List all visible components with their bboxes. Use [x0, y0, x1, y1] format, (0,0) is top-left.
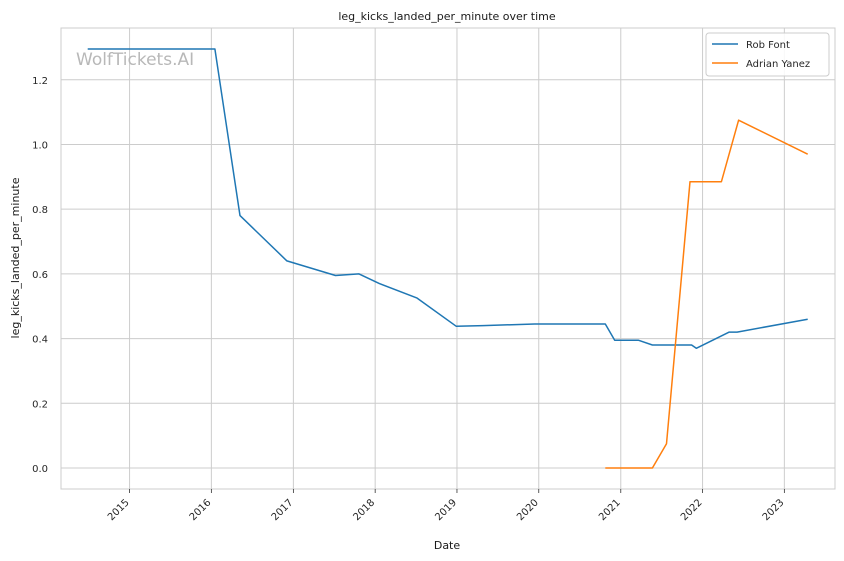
- y-tick-label: 1.0: [32, 140, 48, 151]
- series-line-rob-font: [87, 48, 808, 350]
- x-tick-label: 2017: [270, 497, 296, 523]
- x-tick-label: 2020: [515, 497, 541, 523]
- x-tick-label: 2023: [761, 497, 787, 523]
- x-tick-label: 2019: [433, 497, 459, 523]
- data-series: [87, 48, 809, 469]
- y-axis-ticks: 0.0 0.2 0.4 0.6 0.8 1.0 1.2: [32, 76, 48, 475]
- legend-label-adrian-yanez: Adrian Yanez: [746, 59, 810, 70]
- gridlines: [61, 28, 835, 489]
- x-axis-ticks: 2015 2016 2017 2018 2019 2020 2021 2022 2023: [106, 489, 787, 523]
- legend-label-rob-font: Rob Font: [746, 40, 790, 51]
- x-tick-label: 2016: [188, 497, 214, 523]
- y-tick-label: 0.8: [32, 205, 48, 216]
- watermark: WolfTickets.AI: [76, 50, 194, 70]
- series-line-adrian-yanez: [605, 119, 809, 469]
- plot-area: [60, 27, 836, 490]
- y-axis-label: leg_kicks_landed_per_minute: [9, 177, 22, 338]
- y-tick-label: 1.2: [32, 76, 48, 87]
- y-tick-label: 0.0: [32, 464, 48, 475]
- legend: Rob Font Adrian Yanez: [705, 32, 830, 77]
- y-tick-label: 0.4: [32, 335, 48, 346]
- y-tick-label: 0.2: [32, 399, 48, 410]
- y-tick-label: 0.6: [32, 270, 48, 281]
- chart-title: leg_kicks_landed_per_minute over time: [338, 10, 556, 23]
- x-axis-label: Date: [434, 539, 461, 552]
- x-tick-label: 2018: [352, 497, 378, 523]
- x-tick-label: 2021: [597, 497, 623, 523]
- x-tick-label: 2015: [106, 497, 132, 523]
- x-tick-label: 2022: [679, 497, 705, 523]
